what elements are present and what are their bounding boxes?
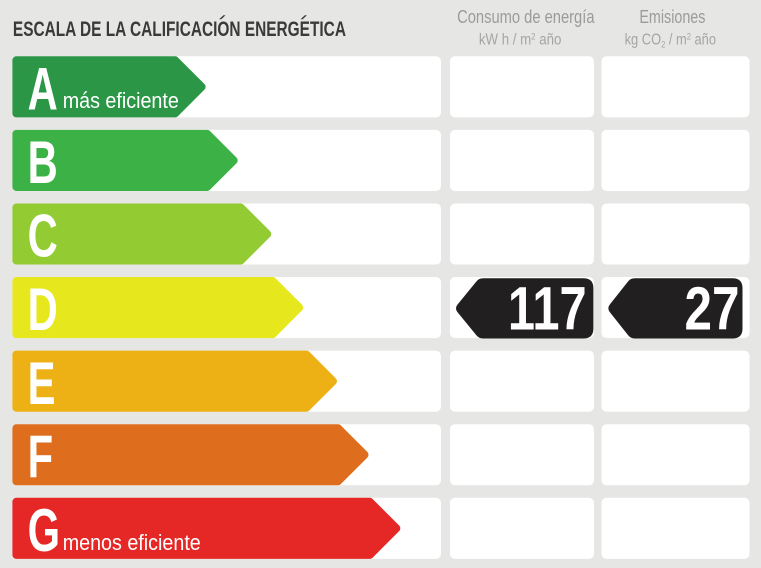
svg-text:kg CO2 / m2 año: kg CO2 / m2 año <box>625 31 717 50</box>
svg-text:menos eficiente: menos eficiente <box>63 531 201 555</box>
svg-text:kW h / m2 año: kW h / m2 año <box>479 31 562 49</box>
svg-text:F: F <box>28 424 54 492</box>
svg-text:Consumo de energía: Consumo de energía <box>457 6 595 27</box>
svg-text:C: C <box>28 203 58 271</box>
svg-text:ESCALA DE LA CALIFICACION ENER: ESCALA DE LA CALIFICACION ENERGETICA <box>13 16 346 40</box>
svg-text:E: E <box>28 350 56 418</box>
svg-text:Emisiones: Emisiones <box>639 6 705 27</box>
svg-text:D: D <box>28 277 58 345</box>
svg-text:B: B <box>28 130 58 198</box>
svg-text:G: G <box>28 497 60 565</box>
svg-text:27: 27 <box>685 275 740 343</box>
svg-text:A: A <box>28 56 58 124</box>
svg-text:117: 117 <box>508 275 587 343</box>
svg-text:más eficiente: más eficiente <box>63 89 179 113</box>
